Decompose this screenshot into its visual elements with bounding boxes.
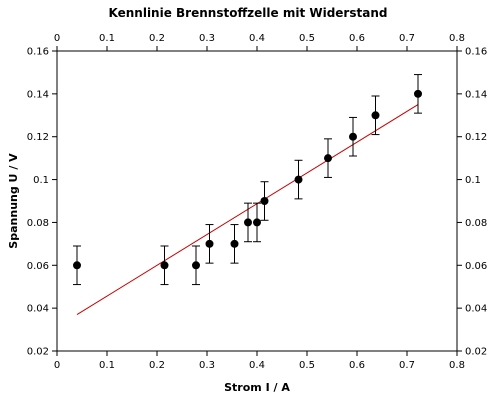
y-tick-label-left: 0.16 xyxy=(27,47,49,58)
x-tick-label-bottom: 0.7 xyxy=(399,360,415,371)
data-point xyxy=(414,89,422,98)
y-tick-label-right: 0.08 xyxy=(465,218,487,229)
y-tick-label-right: 0.04 xyxy=(465,304,487,315)
data-point xyxy=(349,132,357,141)
y-tick-label-left: 0.06 xyxy=(27,261,49,272)
x-tick-label-bottom: 0 xyxy=(54,360,60,371)
y-tick-label-left: 0.14 xyxy=(27,89,49,100)
y-tick-label-right: 0.14 xyxy=(465,89,487,100)
y-tick-label-right: 0.12 xyxy=(465,132,487,143)
data-point xyxy=(192,261,200,270)
x-tick-label-bottom: 0.1 xyxy=(99,360,115,371)
x-tick-label-top: 0.8 xyxy=(449,33,465,44)
x-tick-label-top: 0.1 xyxy=(99,33,115,44)
x-tick-label-bottom: 0.8 xyxy=(449,360,465,371)
x-tick-label-bottom: 0.4 xyxy=(249,360,265,371)
x-tick-label-bottom: 0.2 xyxy=(149,360,165,371)
y-tick-label-left: 0.12 xyxy=(27,132,49,143)
x-tick-label-top: 0.2 xyxy=(149,33,165,44)
data-point xyxy=(253,218,261,227)
x-tick-label-top: 0.5 xyxy=(299,33,315,44)
y-tick-label-left: 0.02 xyxy=(27,347,49,358)
data-point xyxy=(160,261,169,270)
data-point xyxy=(230,239,239,248)
chart-title: Kennlinie Brennstoffzelle mit Widerstand xyxy=(109,6,388,20)
x-tick-label-top: 0.4 xyxy=(249,33,265,44)
x-axis-title: Strom I / A xyxy=(224,381,290,394)
x-tick-label-bottom: 0.6 xyxy=(349,360,365,371)
error-bar-layer xyxy=(73,74,422,286)
y-tick-label-right: 0.1 xyxy=(465,175,481,186)
data-point-layer xyxy=(73,89,422,270)
tick-layer: 0 0 0.1 0.1 0.2 0.2 0.3 0.3 0.4 0.4 0.5 0.5 0.6 0.6 0.… xyxy=(27,33,488,371)
data-point xyxy=(73,261,81,270)
data-point xyxy=(324,154,332,163)
y-tick-label-left: 0.04 xyxy=(27,304,49,315)
x-tick-label-bottom: 0.3 xyxy=(199,360,215,371)
plot-frame xyxy=(56,50,458,352)
data-point xyxy=(205,239,214,248)
y-tick-label-right: 0.02 xyxy=(465,347,487,358)
y-tick-label-left: 0.08 xyxy=(27,218,49,229)
x-tick-label-top: 0.6 xyxy=(349,33,365,44)
x-tick-label-top: 0.7 xyxy=(399,33,415,44)
x-tick-label-top: 0 xyxy=(54,33,60,44)
data-point xyxy=(294,175,303,184)
y-tick-label-left: 0.1 xyxy=(33,175,49,186)
data-point xyxy=(260,197,269,205)
y-axis-title: Spannung U / V xyxy=(7,153,20,249)
data-point xyxy=(244,218,252,227)
y-tick-label-right: 0.06 xyxy=(465,261,487,272)
x-tick-label-bottom: 0.5 xyxy=(299,360,315,371)
y-tick-label-right: 0.16 xyxy=(465,47,487,58)
x-tick-label-top: 0.3 xyxy=(199,33,215,44)
data-point xyxy=(371,111,380,120)
